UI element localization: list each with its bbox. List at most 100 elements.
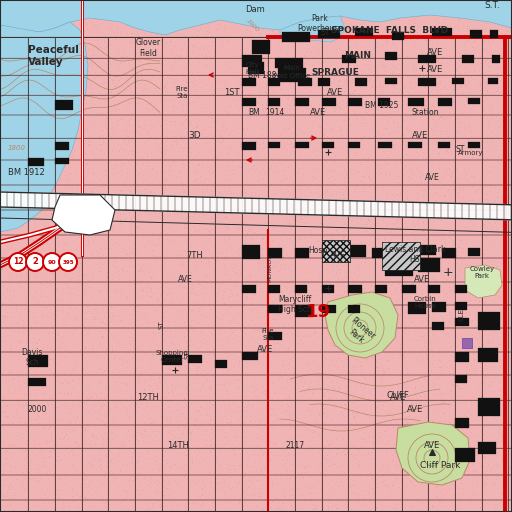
Point bbox=[212, 313, 221, 321]
Point bbox=[167, 96, 176, 104]
Point bbox=[316, 433, 325, 441]
Point bbox=[366, 193, 374, 201]
Point bbox=[138, 313, 146, 322]
Point bbox=[190, 101, 198, 110]
Point bbox=[302, 295, 310, 304]
Point bbox=[462, 64, 470, 72]
Point bbox=[305, 381, 313, 390]
Point bbox=[29, 236, 37, 244]
Point bbox=[285, 390, 293, 398]
Point bbox=[168, 226, 176, 234]
Point bbox=[5, 367, 13, 375]
Point bbox=[65, 433, 73, 441]
Point bbox=[395, 260, 403, 268]
Point bbox=[130, 24, 138, 32]
Point bbox=[250, 221, 259, 229]
Point bbox=[419, 219, 428, 227]
Point bbox=[498, 400, 506, 408]
Point bbox=[160, 476, 168, 484]
Point bbox=[351, 167, 359, 175]
Point bbox=[445, 419, 453, 428]
Point bbox=[87, 344, 95, 352]
Point bbox=[184, 335, 192, 343]
Point bbox=[492, 133, 500, 141]
Point bbox=[126, 59, 135, 68]
Point bbox=[480, 27, 488, 35]
Point bbox=[39, 281, 48, 289]
Point bbox=[409, 225, 417, 233]
Point bbox=[220, 77, 228, 86]
Point bbox=[378, 89, 386, 97]
Point bbox=[33, 339, 41, 347]
Point bbox=[199, 330, 207, 338]
Point bbox=[160, 167, 168, 175]
Point bbox=[213, 46, 221, 54]
Point bbox=[99, 110, 107, 118]
Point bbox=[470, 438, 478, 446]
Point bbox=[1, 70, 9, 78]
Point bbox=[60, 252, 68, 261]
Point bbox=[206, 54, 215, 62]
Point bbox=[320, 389, 328, 397]
Point bbox=[340, 375, 348, 383]
Point bbox=[153, 431, 161, 439]
Point bbox=[180, 159, 188, 167]
Point bbox=[271, 134, 280, 142]
Point bbox=[349, 398, 357, 406]
Point bbox=[0, 9, 8, 17]
Point bbox=[505, 107, 512, 115]
Point bbox=[365, 215, 373, 223]
Point bbox=[218, 299, 226, 307]
Point bbox=[140, 208, 148, 216]
Point bbox=[247, 173, 255, 181]
Point bbox=[239, 134, 247, 142]
Point bbox=[139, 121, 147, 129]
Point bbox=[315, 312, 324, 321]
Point bbox=[261, 395, 269, 403]
Point bbox=[68, 376, 76, 384]
Point bbox=[215, 24, 223, 32]
Point bbox=[270, 111, 278, 119]
Point bbox=[279, 305, 287, 313]
Point bbox=[122, 246, 130, 254]
Point bbox=[414, 242, 422, 250]
Point bbox=[145, 345, 154, 353]
Point bbox=[345, 215, 353, 223]
Point bbox=[255, 418, 263, 426]
Point bbox=[231, 269, 240, 278]
Point bbox=[65, 441, 73, 450]
Point bbox=[53, 199, 61, 207]
Point bbox=[53, 169, 61, 178]
Point bbox=[471, 355, 479, 363]
Point bbox=[111, 238, 119, 246]
Point bbox=[397, 87, 406, 95]
Point bbox=[32, 244, 40, 252]
Point bbox=[322, 31, 330, 39]
Point bbox=[305, 367, 313, 375]
Point bbox=[303, 177, 311, 185]
Point bbox=[402, 253, 411, 261]
Point bbox=[143, 188, 152, 197]
Point bbox=[54, 157, 62, 165]
Point bbox=[263, 245, 271, 253]
Point bbox=[313, 12, 321, 20]
Point bbox=[471, 31, 479, 39]
Point bbox=[141, 240, 150, 248]
Point bbox=[390, 365, 398, 373]
Point bbox=[475, 287, 483, 295]
Point bbox=[295, 155, 303, 163]
Point bbox=[156, 379, 164, 387]
Point bbox=[468, 333, 477, 341]
Point bbox=[455, 141, 463, 149]
Point bbox=[419, 120, 428, 129]
Point bbox=[244, 483, 252, 492]
Point bbox=[441, 34, 450, 42]
Point bbox=[185, 279, 193, 287]
Point bbox=[92, 352, 100, 360]
Point bbox=[161, 184, 169, 193]
Point bbox=[289, 76, 297, 84]
Point bbox=[342, 303, 350, 311]
Point bbox=[382, 221, 391, 229]
Point bbox=[51, 264, 59, 272]
Point bbox=[72, 465, 80, 474]
